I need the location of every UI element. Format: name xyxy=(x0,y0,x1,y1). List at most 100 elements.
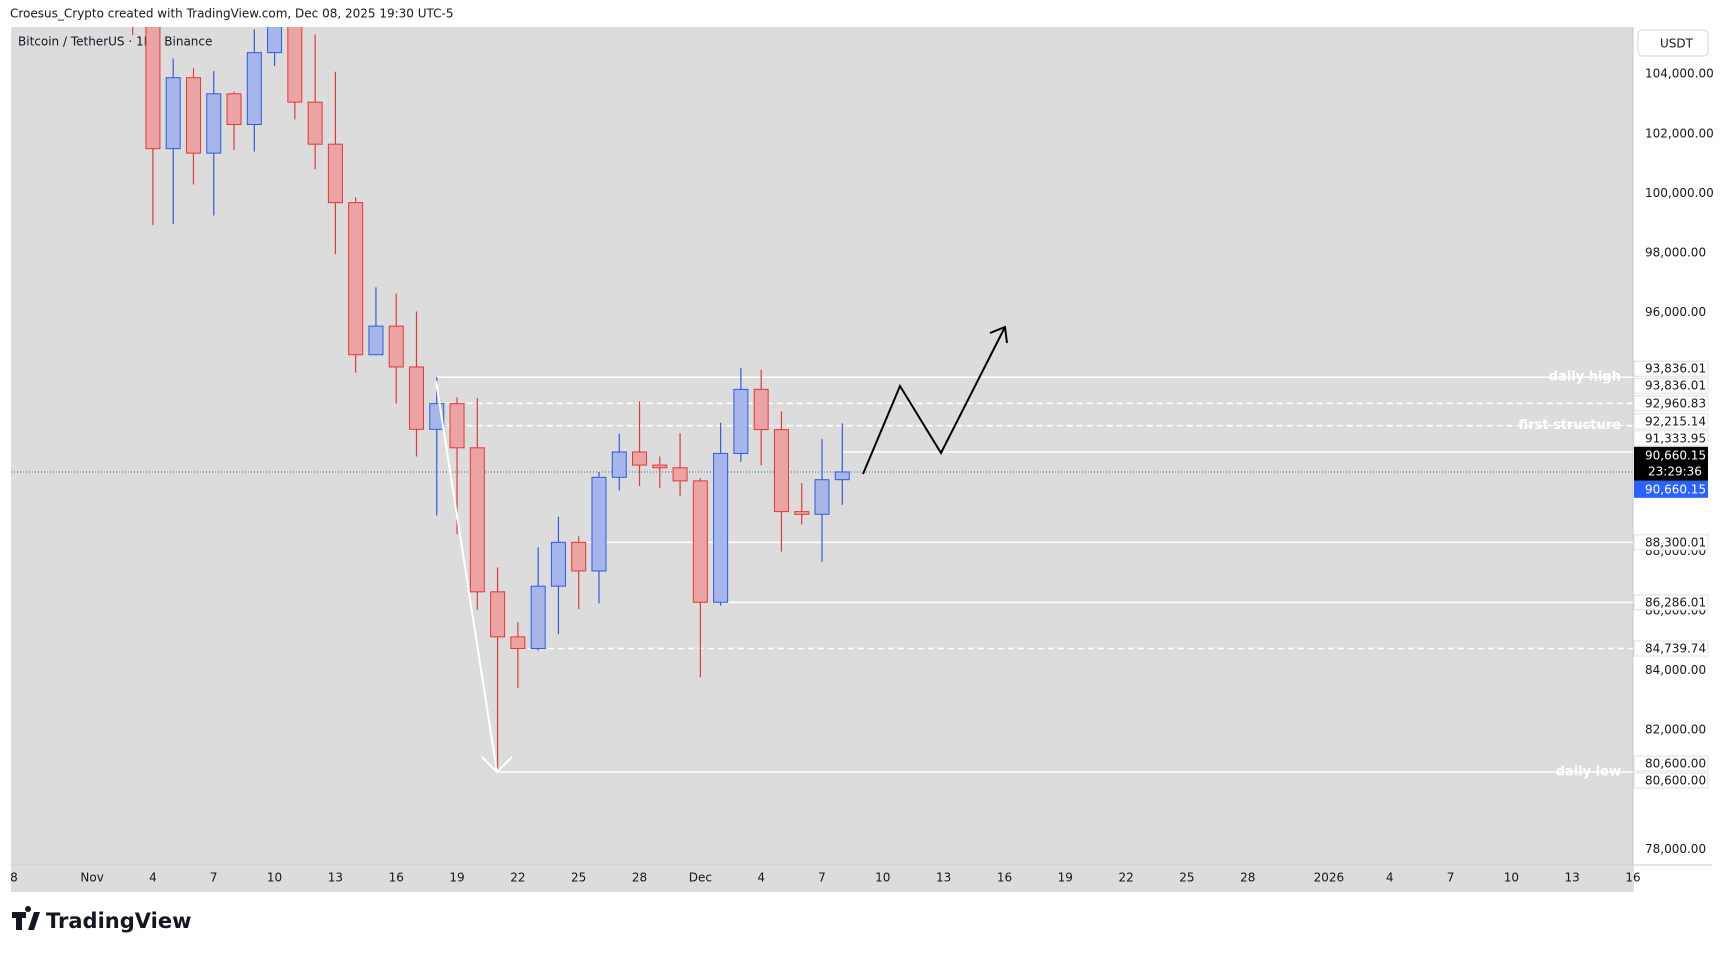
x-tick-label: 13 xyxy=(936,871,951,885)
x-tick-label: 16 xyxy=(997,871,1012,885)
candle-body xyxy=(185,77,201,154)
arrow-head xyxy=(481,756,513,774)
x-tick-label: 7 xyxy=(1447,871,1455,885)
candle-body xyxy=(267,27,283,54)
x-tick-label: 13 xyxy=(1565,871,1580,885)
price-label: 80,600.00 xyxy=(1645,773,1706,787)
candle-body xyxy=(490,591,506,638)
y-tick-label: 102,000.00 xyxy=(1645,126,1714,140)
x-tick-label: 7 xyxy=(210,871,218,885)
price-label-box xyxy=(1633,360,1709,377)
price-label-box xyxy=(1633,534,1709,551)
candle-body xyxy=(145,27,161,150)
price-label-box xyxy=(1633,395,1709,412)
brand-logo: TradingView xyxy=(12,906,191,933)
x-tick-label: 10 xyxy=(875,871,890,885)
last-price-tag-label: 90,660.15 xyxy=(1645,482,1706,496)
candle-body xyxy=(469,447,485,593)
last-price-tag xyxy=(1634,480,1708,498)
candle-body xyxy=(733,388,749,454)
candle-body xyxy=(307,101,323,145)
price-label: 93,836.01 xyxy=(1645,379,1706,393)
price-label-box xyxy=(1633,430,1709,447)
candle-body xyxy=(368,325,384,356)
countdown-label: 23:29:36 xyxy=(1648,464,1702,478)
price-label: 93,836.01 xyxy=(1645,362,1706,376)
price-label: 80,600.00 xyxy=(1645,756,1706,770)
candle-body xyxy=(632,451,648,466)
y-tick-label: 100,000.00 xyxy=(1645,186,1714,200)
drawings xyxy=(435,325,1008,774)
last-price-box xyxy=(1634,446,1708,481)
level-label: daily high xyxy=(1549,370,1621,385)
candle-body xyxy=(327,143,343,204)
candle-body xyxy=(652,464,668,469)
candle-body xyxy=(409,366,424,430)
x-tick-label: 22 xyxy=(1118,871,1133,885)
y-tick-label: 84,000.00 xyxy=(1645,663,1706,677)
candle-body xyxy=(834,471,850,481)
candle-body xyxy=(692,480,708,603)
candle-body xyxy=(814,479,830,515)
candle-body xyxy=(571,541,587,572)
price-label: 92,960.83 xyxy=(1645,396,1706,410)
candle-body xyxy=(591,476,607,572)
x-tick-label: 2026 xyxy=(1314,871,1345,885)
price-label-box xyxy=(1633,594,1709,611)
candle-body xyxy=(550,541,566,587)
projection-path xyxy=(862,326,1006,475)
x-tick-label: 4 xyxy=(757,871,765,885)
x-tick-label: 25 xyxy=(571,871,586,885)
header: Croesus_Crypto created with TradingView.… xyxy=(10,7,453,21)
x-tick-label: 10 xyxy=(1504,871,1519,885)
candle-body xyxy=(287,27,303,103)
x-tick-label: 28 xyxy=(1240,871,1255,885)
x-tick-label: 13 xyxy=(328,871,343,885)
x-tick-label: 16 xyxy=(1625,871,1640,885)
brand-name: TradingView xyxy=(46,909,191,933)
price-label: 86,286.01 xyxy=(1645,595,1706,609)
candle-body xyxy=(773,429,789,513)
price-label: 91,333.95 xyxy=(1645,431,1706,445)
x-tick-label: 19 xyxy=(1058,871,1073,885)
x-tick-label: 19 xyxy=(449,871,464,885)
candle-body xyxy=(672,467,688,482)
plot: daily high first structure daily low xyxy=(11,27,1633,779)
candle-body xyxy=(530,585,546,649)
x-tick-label: 4 xyxy=(1386,871,1394,885)
price-label: 88,300.01 xyxy=(1645,535,1706,549)
y-tick-label: 104,000.00 xyxy=(1645,67,1714,81)
x-tick-label: 22 xyxy=(510,871,525,885)
price-label-box xyxy=(1633,640,1709,657)
symbol-title: Bitcoin / TetherUS · 1D · Binance xyxy=(18,35,212,49)
y-tick-label: 78,000.00 xyxy=(1645,842,1706,856)
x-tick-label: 4 xyxy=(149,871,157,885)
level-label: first structure xyxy=(1518,418,1621,433)
price-label-box xyxy=(1633,377,1709,394)
currency-button[interactable] xyxy=(1637,29,1709,57)
x-tick-label: 28 xyxy=(632,871,647,885)
candle-body xyxy=(713,452,729,603)
candle-body xyxy=(348,202,364,356)
time-axis-background xyxy=(11,865,1633,892)
price-label-box xyxy=(1633,413,1709,430)
projection-arrow-head xyxy=(989,325,1008,344)
last-price-label: 90,660.15 xyxy=(1645,448,1706,462)
candle-body xyxy=(510,636,526,649)
candle-body xyxy=(226,93,242,126)
level-label: daily low xyxy=(1556,764,1621,779)
candle-body xyxy=(388,325,404,368)
candle-body xyxy=(794,511,810,515)
candle-body xyxy=(611,451,627,478)
y-tick-label: 82,000.00 xyxy=(1645,723,1706,737)
x-tick-label: Nov xyxy=(80,871,103,885)
x-tick-label: Dec xyxy=(689,871,712,885)
price-label-box xyxy=(1633,755,1709,772)
candle-body xyxy=(449,403,465,449)
y-tick-label: 98,000.00 xyxy=(1645,246,1706,260)
x-tick-label: 25 xyxy=(1179,871,1194,885)
candle-body xyxy=(246,52,262,126)
logo-icon xyxy=(12,906,40,930)
x-tick-label: 16 xyxy=(389,871,404,885)
